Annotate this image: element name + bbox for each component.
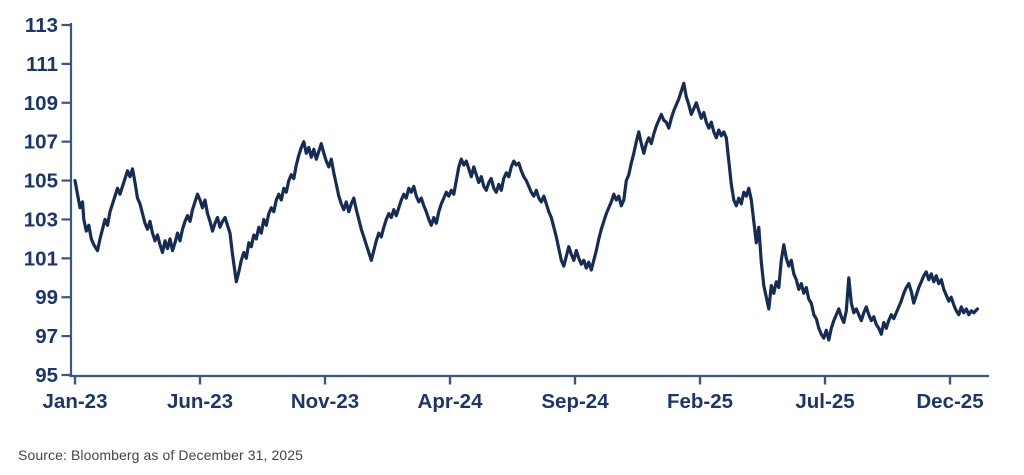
y-tick-label: 99 (35, 286, 58, 309)
y-tick-label: 101 (24, 247, 58, 270)
x-tick-label: Dec-25 (916, 390, 983, 413)
y-tick-label: 95 (35, 364, 58, 387)
x-tick-label: Sep-24 (541, 390, 609, 413)
y-tick-label: 97 (35, 325, 58, 348)
x-tick-label: Feb-25 (667, 390, 733, 413)
y-tick-label: 107 (24, 131, 58, 154)
y-tick-label: 105 (24, 170, 58, 193)
line-chart: 95 97 99 101 103 105 107 109 111 113 Jan-23 Jun-23 N… (24, 14, 989, 413)
y-tick-label: 111 (26, 53, 58, 76)
x-tick-label: Jan-23 (43, 390, 108, 413)
x-tick-label: Jun-23 (167, 390, 233, 413)
series-line-dollar-index-level (73, 81, 980, 342)
y-tick-label: 113 (25, 14, 58, 37)
x-tick-label: Nov-23 (291, 390, 359, 413)
y-tick-label: 103 (24, 208, 58, 231)
x-tick-label: Apr-24 (418, 390, 484, 413)
source-note: Source: Bloomberg as of December 31, 202… (18, 447, 304, 463)
y-tick-label: 109 (24, 92, 58, 115)
x-tick-label: Jul-25 (795, 390, 854, 413)
